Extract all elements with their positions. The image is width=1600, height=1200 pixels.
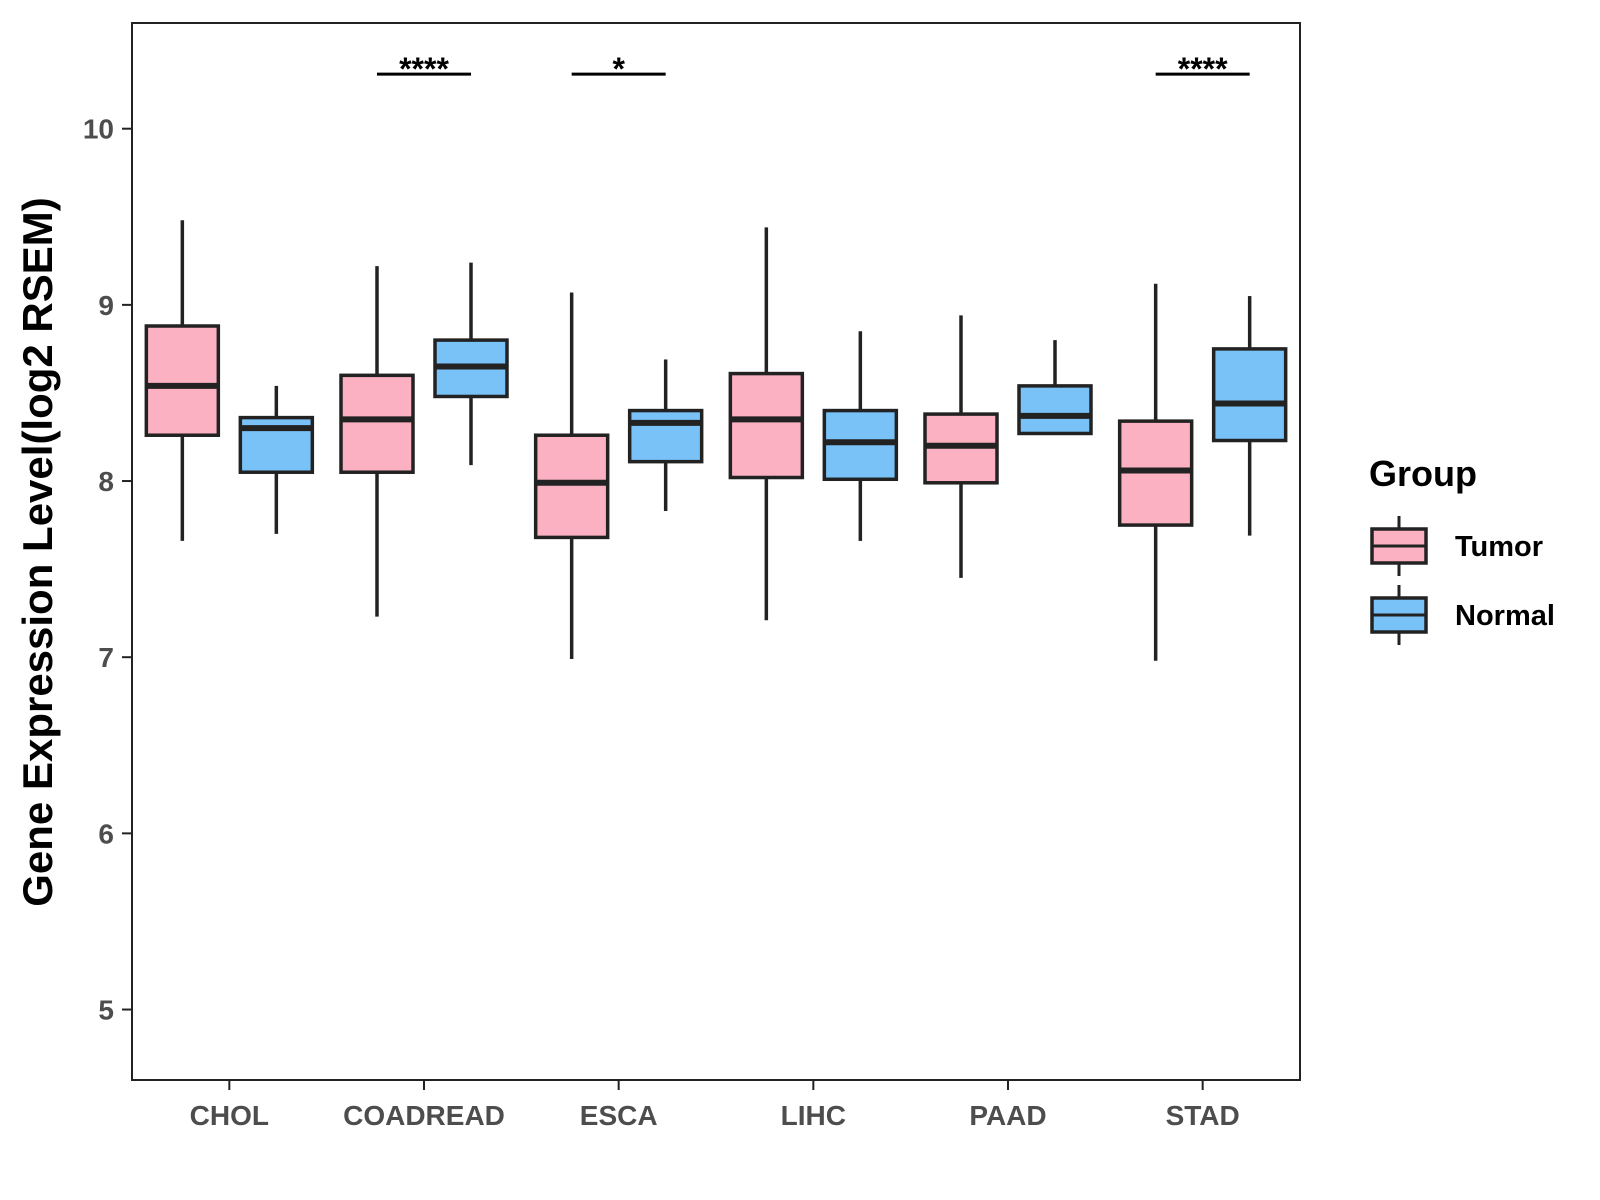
series-normal xyxy=(238,262,1288,541)
box-body xyxy=(144,324,221,437)
sig-stad: **** xyxy=(1155,51,1250,87)
sig-coadread: **** xyxy=(377,51,471,87)
significance-annotations: **** * **** xyxy=(377,51,1250,87)
box-body xyxy=(339,373,415,474)
box-tumor-lihc xyxy=(728,227,805,621)
x-tick-label-stad: STAD xyxy=(1166,1100,1240,1131)
y-axis-title: Gene Expression Level(log2 RSEM) xyxy=(14,197,61,907)
box-tumor-esca xyxy=(533,292,610,659)
box-tumor-chol xyxy=(144,220,221,541)
box-body xyxy=(728,371,805,480)
box-body xyxy=(1017,384,1093,436)
y-tick-label-7: 7 xyxy=(98,642,114,673)
y-tick-label-6: 6 xyxy=(98,818,114,849)
legend-title: Group xyxy=(1369,453,1477,494)
sig-label: **** xyxy=(399,51,449,87)
y-axis: 5 6 7 8 9 10 xyxy=(83,114,132,1026)
legend-label: Tumor xyxy=(1455,531,1543,563)
y-tick-label-8: 8 xyxy=(98,466,114,497)
sig-esca: * xyxy=(571,51,666,87)
box-normal-esca xyxy=(627,359,704,511)
x-tick-label-esca: ESCA xyxy=(580,1100,658,1131)
box-normal-lihc xyxy=(822,331,899,541)
x-tick-label-paad: PAAD xyxy=(969,1100,1046,1131)
plot-panel xyxy=(131,22,1301,1081)
box-tumor-stad xyxy=(1117,283,1194,661)
y-tick-label-10: 10 xyxy=(83,114,114,145)
x-tick-label-coadread: COADREAD xyxy=(343,1100,505,1131)
legend-item-tumor: Tumor xyxy=(1370,516,1543,576)
legend-item-normal: Normal xyxy=(1370,585,1555,645)
box-normal-coadread xyxy=(433,262,509,466)
box-normal-paad xyxy=(1017,340,1093,436)
box-series xyxy=(144,220,1288,661)
box-body xyxy=(627,408,704,464)
series-tumor xyxy=(144,220,1194,661)
x-axis: CHOL COADREAD ESCA LIHC PAAD STAD xyxy=(190,1080,1240,1131)
box-tumor-paad xyxy=(923,315,999,578)
box-body xyxy=(533,433,610,540)
box-body xyxy=(1211,347,1288,443)
box-tumor-coadread xyxy=(339,266,415,617)
legend-label: Normal xyxy=(1455,600,1555,632)
sig-label: * xyxy=(612,51,625,87)
y-tick-label-9: 9 xyxy=(98,290,114,321)
sig-label: **** xyxy=(1178,51,1228,87)
x-tick-label-chol: CHOL xyxy=(190,1100,269,1131)
x-tick-label-lihc: LIHC xyxy=(781,1100,846,1131)
y-tick-label-5: 5 xyxy=(98,995,114,1026)
box-normal-stad xyxy=(1211,296,1288,536)
legend: Group Tumor Normal xyxy=(1369,453,1555,645)
box-normal-chol xyxy=(238,385,315,534)
